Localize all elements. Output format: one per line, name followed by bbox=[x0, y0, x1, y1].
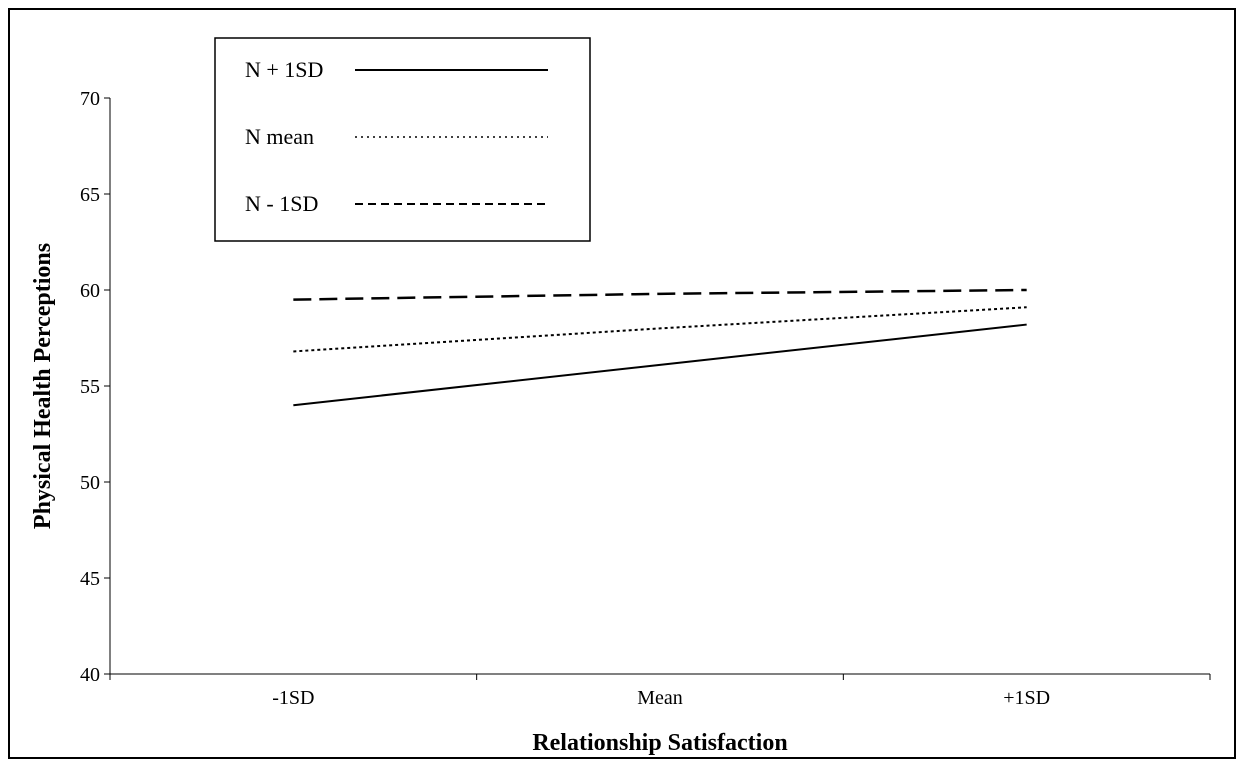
legend: N + 1SD N mean N - 1SD bbox=[214, 37, 591, 242]
y-tick-label: 50 bbox=[80, 472, 100, 494]
x-tick-label: -1SD bbox=[272, 687, 314, 709]
legend-label: N + 1SD bbox=[245, 57, 323, 82]
series-line bbox=[293, 288, 1027, 301]
legend-label: N mean bbox=[245, 124, 314, 149]
y-tick-label: 70 bbox=[80, 88, 100, 110]
x-axis-title: Relationship Satisfaction bbox=[532, 730, 787, 756]
y-tick-label: 40 bbox=[80, 664, 100, 686]
series-line bbox=[293, 323, 1027, 407]
x-tick-label: Mean bbox=[637, 687, 683, 709]
legend-label: N - 1SD bbox=[245, 191, 318, 216]
y-tick-label: 60 bbox=[80, 280, 100, 302]
x-ticks: -1SD Mean +1SD bbox=[109, 674, 1211, 709]
x-tick-label: +1SD bbox=[1003, 687, 1050, 709]
legend-box bbox=[214, 37, 591, 242]
y-tick-label: 65 bbox=[80, 184, 100, 206]
chart-frame bbox=[8, 8, 1236, 759]
y-axis-title: Physical Health Perceptions bbox=[30, 243, 56, 529]
y-tick-label: 45 bbox=[80, 568, 100, 590]
y-ticks: 40 45 50 55 60 65 70 bbox=[80, 88, 110, 686]
series-line bbox=[293, 306, 1027, 353]
y-tick-label: 55 bbox=[80, 376, 100, 398]
series-lines bbox=[293, 288, 1027, 407]
